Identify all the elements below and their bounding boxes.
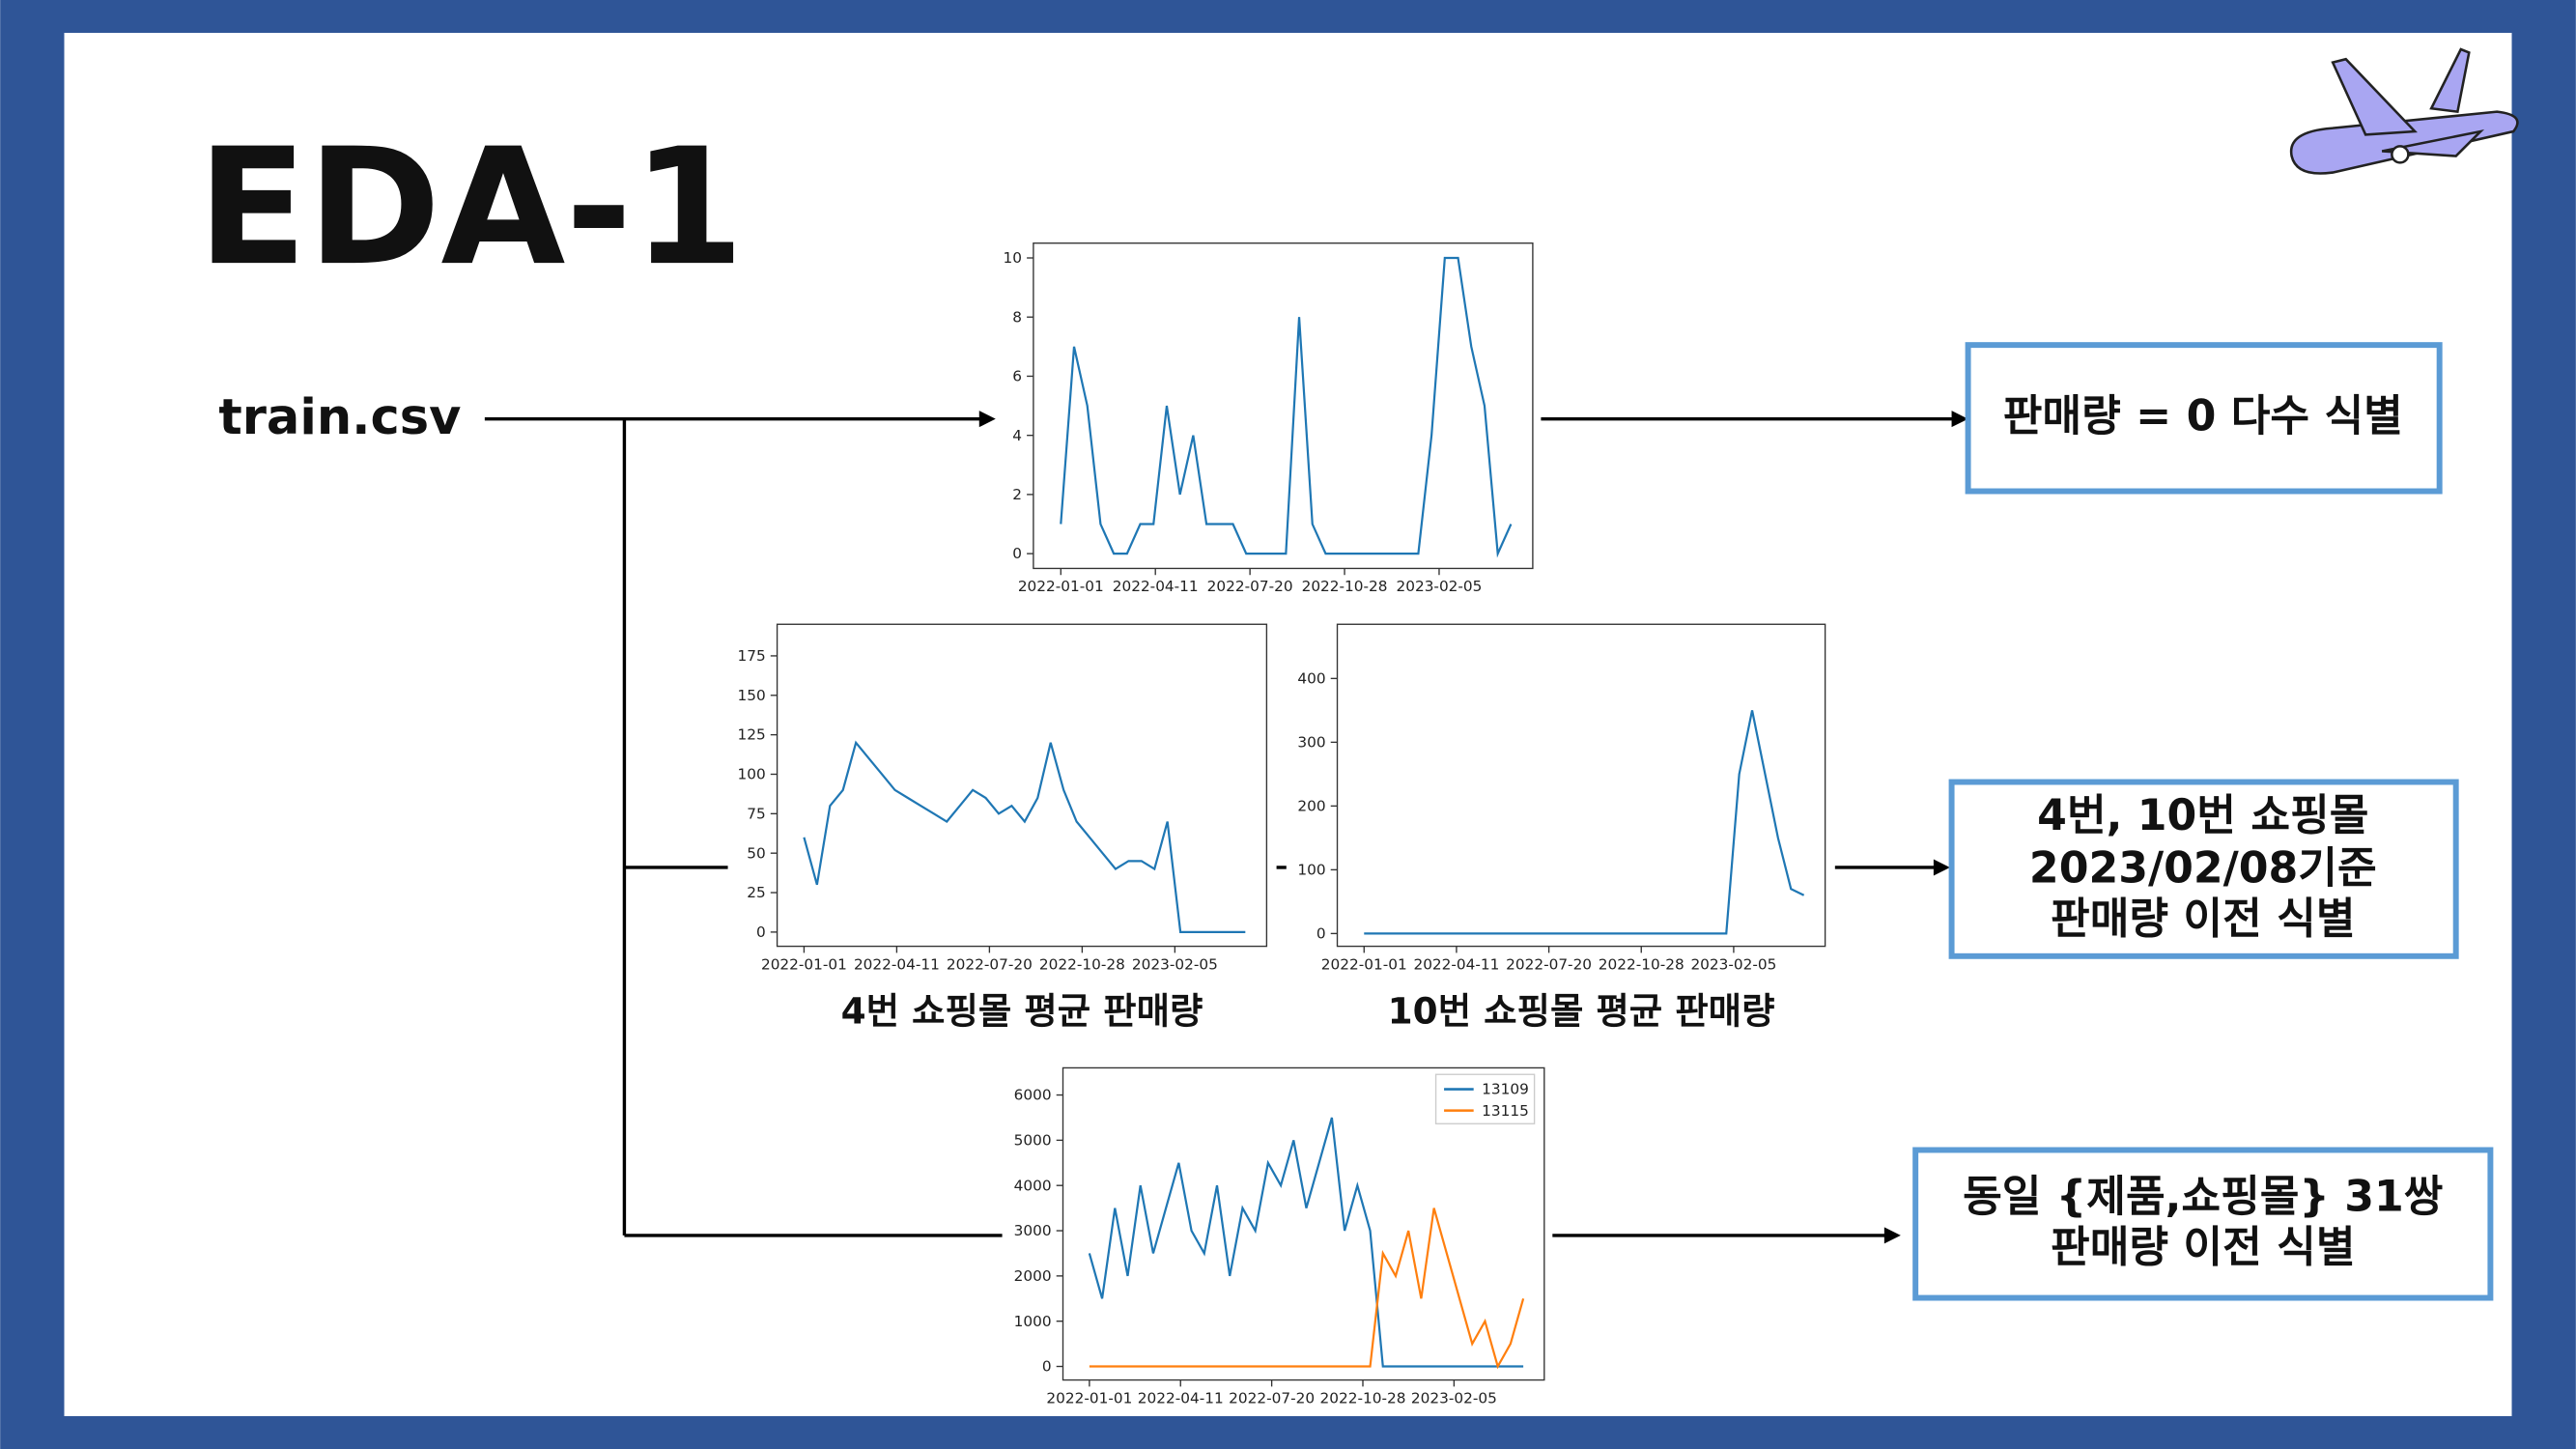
x-tick-label: 2022-10-28 [1320,1389,1406,1406]
x-tick-label: 2022-04-11 [1138,1389,1224,1406]
y-tick-label: 100 [737,766,765,783]
x-tick-label: 2023-02-05 [1397,578,1483,595]
x-tick-label: 2022-01-01 [1321,955,1407,973]
airplane [2289,47,2519,175]
x-tick-label: 2022-01-01 [1018,578,1104,595]
note-text: 판매량 = 0 다수 식별 [2003,392,2403,441]
note-text: 4번, 10번 쇼핑몰 [2037,791,2368,840]
note-text: 동일 {제품,쇼핑몰} 31쌍 [1963,1172,2443,1221]
series-line [1089,1208,1525,1370]
y-tick-label: 3000 [1014,1222,1052,1239]
x-tick-label: 2023-02-05 [1132,955,1218,973]
chart-caption: 10번 쇼핑몰 평균 판매량 [1388,990,1775,1033]
arrowheads [978,411,1968,1244]
series-line [1364,710,1805,935]
y-tick-label: 400 [1297,669,1325,687]
y-tick-label: 25 [747,884,765,901]
x-tick-label: 2022-07-20 [1506,955,1592,973]
y-tick-label: 200 [1297,797,1325,814]
x-tick-label: 2022-10-28 [1599,955,1684,973]
note-text: 판매량 이전 식별 [2051,1223,2355,1272]
x-tick-label: 2022-07-20 [1229,1389,1315,1406]
plot-frame [1336,623,1826,948]
series-line [1060,256,1513,558]
y-tick-label: 0 [1012,545,1022,562]
y-tick-label: 10 [1004,249,1022,267]
legend-label: 13109 [1482,1081,1529,1098]
y-tick-label: 175 [737,647,765,665]
y-tick-label: 0 [1316,924,1326,942]
y-tick-label: 1000 [1014,1313,1052,1330]
y-tick-label: 8 [1012,308,1022,326]
y-tick-label: 75 [747,805,765,822]
x-tick-label: 2022-10-28 [1039,955,1125,973]
y-tick-label: 50 [747,844,765,862]
series-line [803,740,1246,933]
note-text: 2023/02/08기준 [2029,843,2377,893]
chart-caption: 4번 쇼핑몰 평균 판매량 [841,990,1203,1033]
x-tick-label: 2022-07-20 [1207,578,1293,595]
x-tick-label: 2022-04-11 [1413,955,1499,973]
y-tick-label: 100 [1297,861,1325,878]
y-tick-label: 2000 [1014,1267,1052,1285]
slide-title: EDA-1 [197,114,744,301]
x-tick-label: 2023-02-05 [1411,1389,1497,1406]
source-label: train.csv [218,389,461,446]
y-tick-label: 5000 [1014,1131,1052,1149]
plot-frame [776,623,1268,948]
y-tick-label: 6000 [1014,1087,1052,1104]
connectors [484,416,1959,1237]
y-tick-label: 150 [737,687,765,704]
series-line [1088,1117,1524,1368]
legend-box [1434,1073,1536,1124]
y-tick-label: 6 [1012,368,1022,385]
y-tick-label: 125 [737,726,765,744]
y-tick-label: 0 [756,923,766,941]
note-text: 판매량 이전 식별 [2051,895,2355,944]
x-tick-label: 2022-07-20 [947,955,1033,973]
x-tick-label: 2022-01-01 [1046,1389,1132,1406]
note-boxes [1912,342,2494,1301]
y-tick-label: 4000 [1014,1177,1052,1194]
x-tick-label: 2022-04-11 [1113,578,1199,595]
y-tick-label: 0 [1042,1358,1052,1376]
x-tick-label: 2022-10-28 [1302,578,1388,595]
y-tick-label: 300 [1297,733,1325,751]
x-tick-label: 2022-04-11 [854,955,940,973]
plot-frame [1033,242,1534,570]
x-tick-label: 2023-02-05 [1690,955,1776,973]
y-tick-label: 4 [1012,427,1022,444]
legend-label: 13115 [1482,1102,1529,1120]
x-tick-label: 2022-01-01 [761,955,847,973]
y-tick-label: 2 [1012,486,1022,503]
